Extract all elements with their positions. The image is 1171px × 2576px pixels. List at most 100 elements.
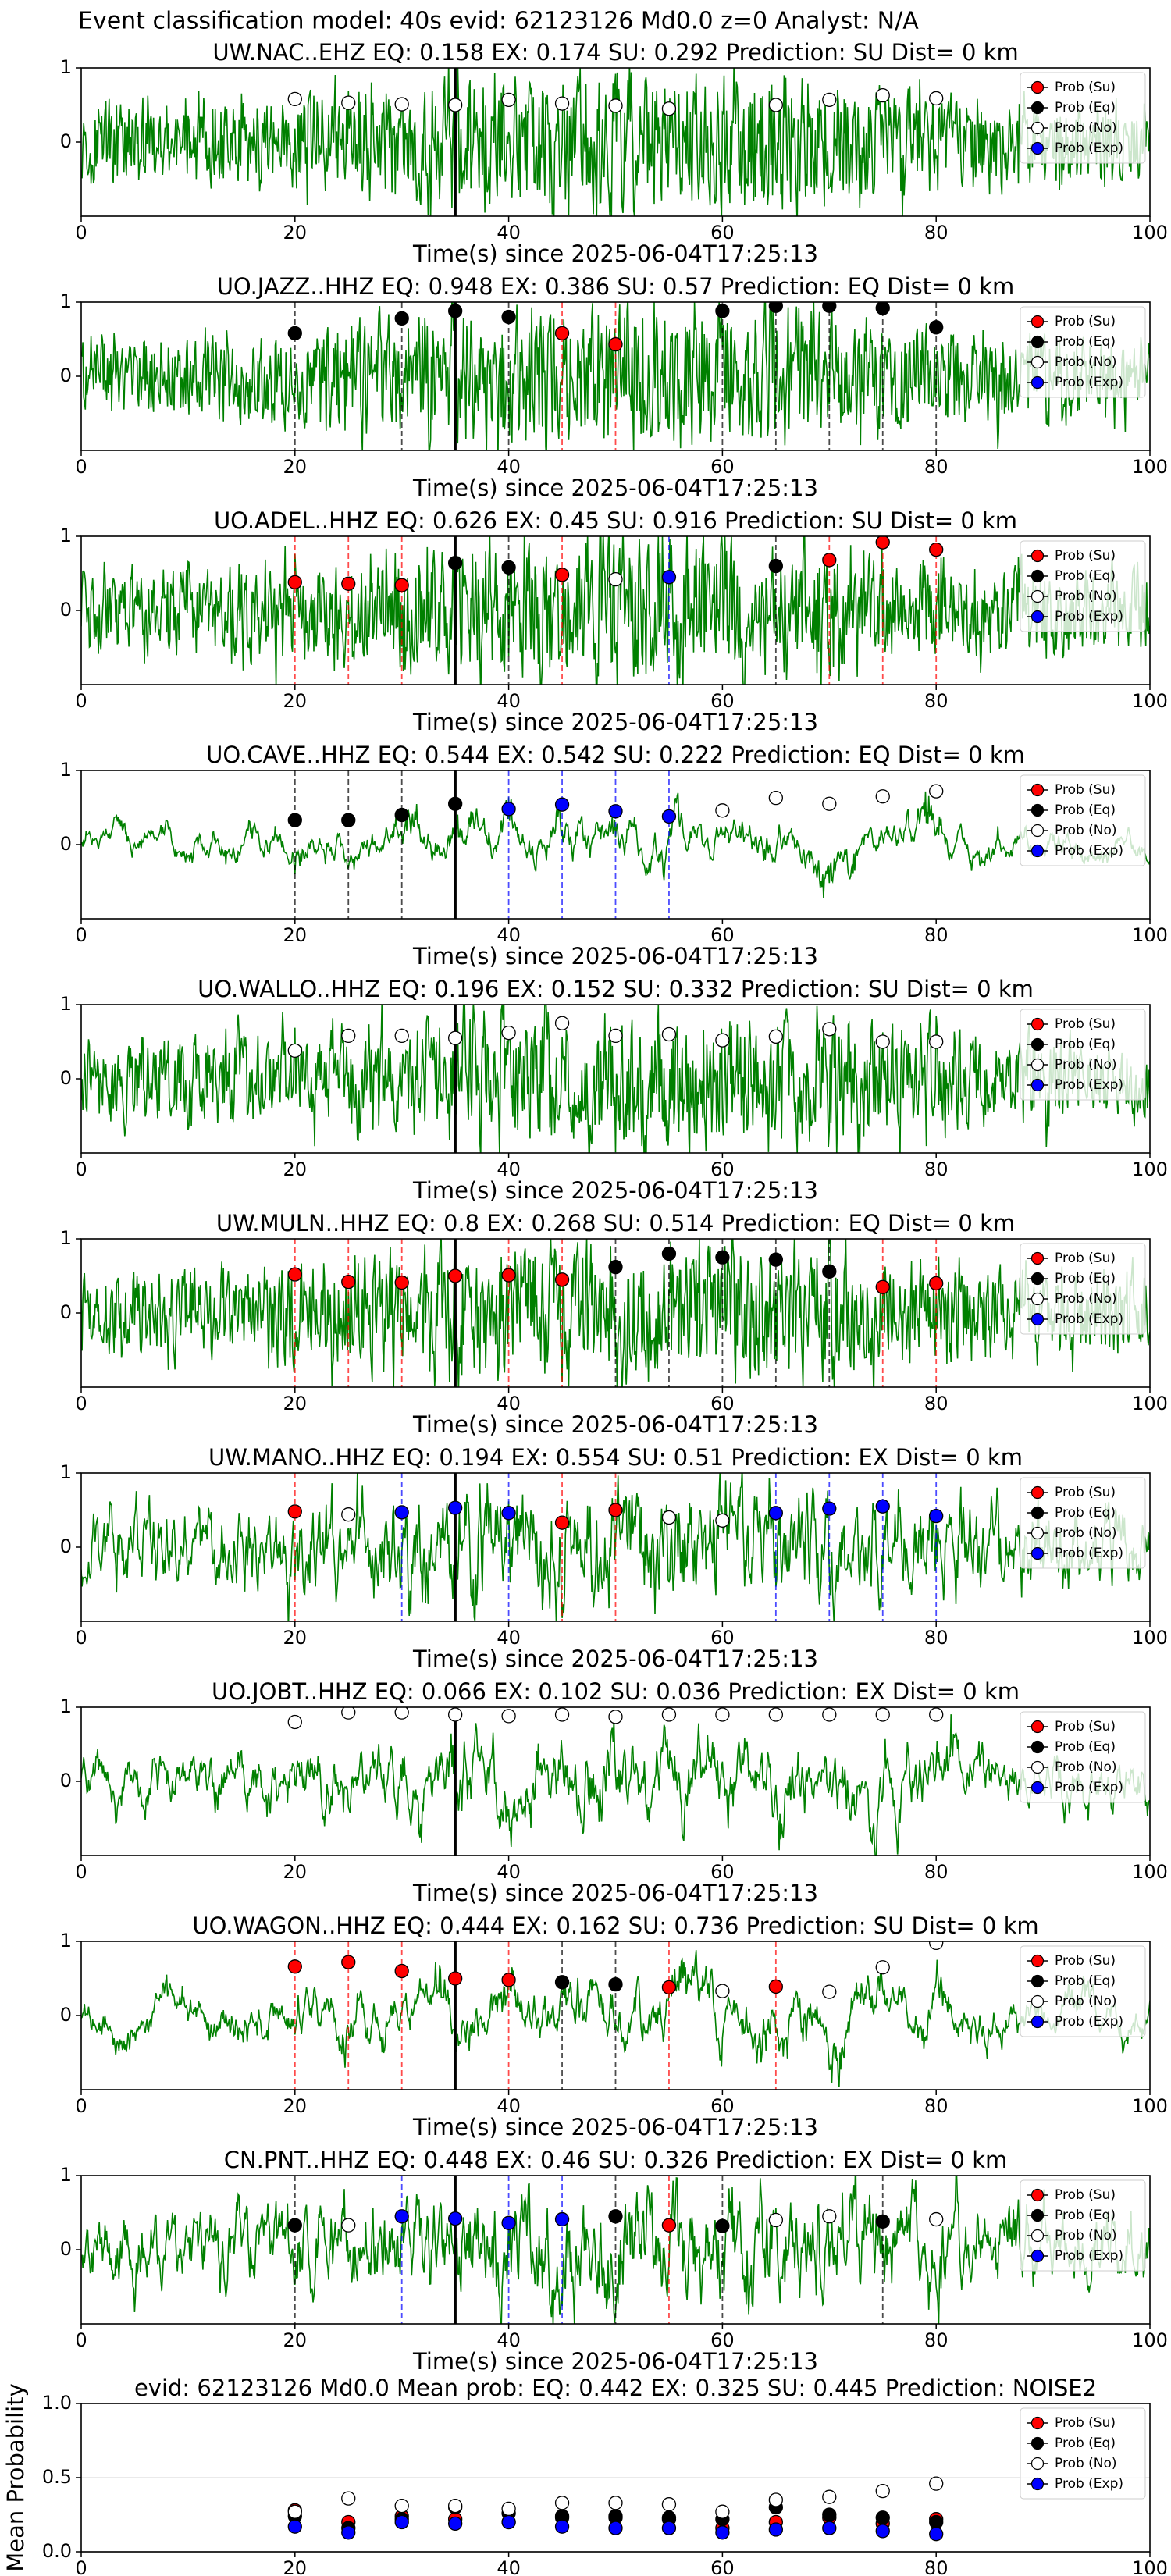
x-tick-label: 0 [75, 1393, 87, 1414]
probability-point [608, 2509, 623, 2524]
x-tick-label: 0 [75, 1861, 87, 1883]
waveform [81, 1473, 1150, 1621]
legend-label: Prob (Eq) [1055, 100, 1116, 116]
probability-point [501, 309, 516, 325]
axes-frame [80, 1941, 1151, 2090]
probability-point [661, 1980, 677, 1995]
probability-point [448, 2516, 463, 2532]
probability-point [554, 1272, 570, 1287]
y-tick-label: 0.0 [42, 2540, 72, 2562]
probability-point [822, 2209, 837, 2224]
probability-point [501, 1709, 516, 1724]
x-tick-label: 0 [75, 1627, 87, 1649]
y-tick-label: 0 [60, 833, 72, 855]
legend-box [1020, 774, 1146, 866]
legend-swatch [1030, 1506, 1045, 1520]
probability-point [929, 1941, 944, 1951]
probability-point [554, 1515, 570, 1530]
probability-point [822, 553, 837, 568]
x-tick-label: 60 [710, 690, 735, 712]
probability-point [448, 796, 463, 811]
x-tick-label: 0 [75, 2329, 87, 2351]
legend-swatch [1030, 1485, 1045, 1500]
legend-swatch [1030, 589, 1045, 603]
probability-point [875, 536, 890, 550]
probability-point [768, 98, 783, 112]
probability-point [875, 1034, 890, 1049]
probability-point [341, 576, 356, 591]
probability-point [608, 2496, 623, 2510]
x-axis-label: Time(s) since 2025-06-04T17:25:13 [412, 2348, 818, 2375]
legend-box [1020, 1009, 1146, 1101]
probability-point [822, 2489, 837, 2504]
probability-point [768, 1252, 783, 1267]
probability-point [768, 791, 783, 806]
plot-area [81, 1473, 1150, 1621]
legend-swatch [1030, 2416, 1045, 2430]
legend: Prob (Su) Prob (Eq) Prob (No) Prob (Exp) [1020, 540, 1146, 632]
legend-swatch [1030, 824, 1045, 838]
plot-area [81, 1707, 1150, 1856]
probability-point [822, 302, 837, 313]
x-tick-label: 40 [497, 690, 521, 712]
probability-point [661, 809, 677, 824]
legend-label: Prob (No) [1055, 1994, 1117, 2009]
x-tick-label: 80 [924, 690, 949, 712]
probability-point [287, 813, 302, 827]
probability-point [608, 1710, 623, 1724]
probability-point [768, 2212, 783, 2228]
legend-label: Prob (No) [1055, 1057, 1117, 1073]
legend-label: Prob (Exp) [1055, 2014, 1123, 2030]
legend-swatch [1030, 375, 1045, 390]
plot-area [81, 2176, 1150, 2324]
legend-swatch [1030, 803, 1045, 817]
probability-point [341, 813, 356, 827]
y-tick-label: 0 [60, 1301, 72, 1323]
panel-title: evid: 62123126 Md0.0 Mean prob: EQ: 0.44… [134, 2375, 1097, 2401]
probability-point [448, 2211, 463, 2226]
legend-label: Prob (Eq) [1055, 1973, 1116, 1989]
probability-point [341, 1507, 356, 1522]
legend: Prob (Su) Prob (Eq) Prob (No) Prob (Exp) [1020, 1243, 1146, 1335]
probability-point [501, 560, 516, 575]
x-tick-label: 60 [710, 2095, 735, 2117]
legend-box [1020, 306, 1146, 398]
probability-point [501, 1973, 516, 1987]
legend: Prob (Su) Prob (Eq) Prob (No) Prob (Exp) [1020, 2179, 1146, 2272]
legend-label: Prob (Exp) [1055, 1780, 1123, 1795]
legend-swatch [1030, 1017, 1045, 1031]
panel: CN.PNT..HHZ EQ: 0.448 EX: 0.46 SU: 0.326… [60, 2147, 1168, 2375]
probability-point [822, 2521, 837, 2535]
plot-area [81, 68, 1150, 216]
x-axis-label: Time(s) since 2025-06-04T17:25:13 [412, 943, 818, 970]
legend-swatch [1030, 2436, 1045, 2450]
probability-point [822, 796, 837, 811]
legend-swatch [1030, 1292, 1045, 1306]
legend-swatch [1030, 2188, 1045, 2202]
legend-swatch [1030, 101, 1045, 115]
x-tick-label: 0 [75, 924, 87, 946]
x-tick-label: 60 [710, 222, 735, 244]
legend-swatch [1030, 315, 1045, 329]
probability-point [287, 2504, 302, 2519]
legend-swatch [1030, 121, 1045, 135]
probability-point [929, 1707, 944, 1722]
panel: UO.JOBT..HHZ EQ: 0.066 EX: 0.102 SU: 0.0… [60, 1678, 1168, 1906]
x-tick-label: 40 [497, 1158, 521, 1180]
x-tick-label: 80 [924, 2095, 949, 2117]
probability-point [929, 1034, 944, 1049]
probability-point [554, 2211, 570, 2227]
legend-label: Prob (Su) [1055, 1016, 1116, 1032]
legend-label: Prob (Su) [1055, 2187, 1116, 2203]
x-tick-label: 20 [283, 2557, 308, 2576]
probability-point [554, 1016, 570, 1030]
probability-point [875, 2483, 890, 2499]
axes-frame [80, 2403, 1151, 2553]
panel: evid: 62123126 Md0.0 Mean prob: EQ: 0.44… [2, 2375, 1168, 2576]
legend-swatch [1030, 335, 1045, 349]
probability-point [341, 1274, 356, 1290]
legend-label: Prob (No) [1055, 823, 1117, 838]
legend-swatch [1030, 2208, 1045, 2222]
probability-point [448, 1268, 463, 1283]
legend-swatch [1030, 549, 1045, 563]
